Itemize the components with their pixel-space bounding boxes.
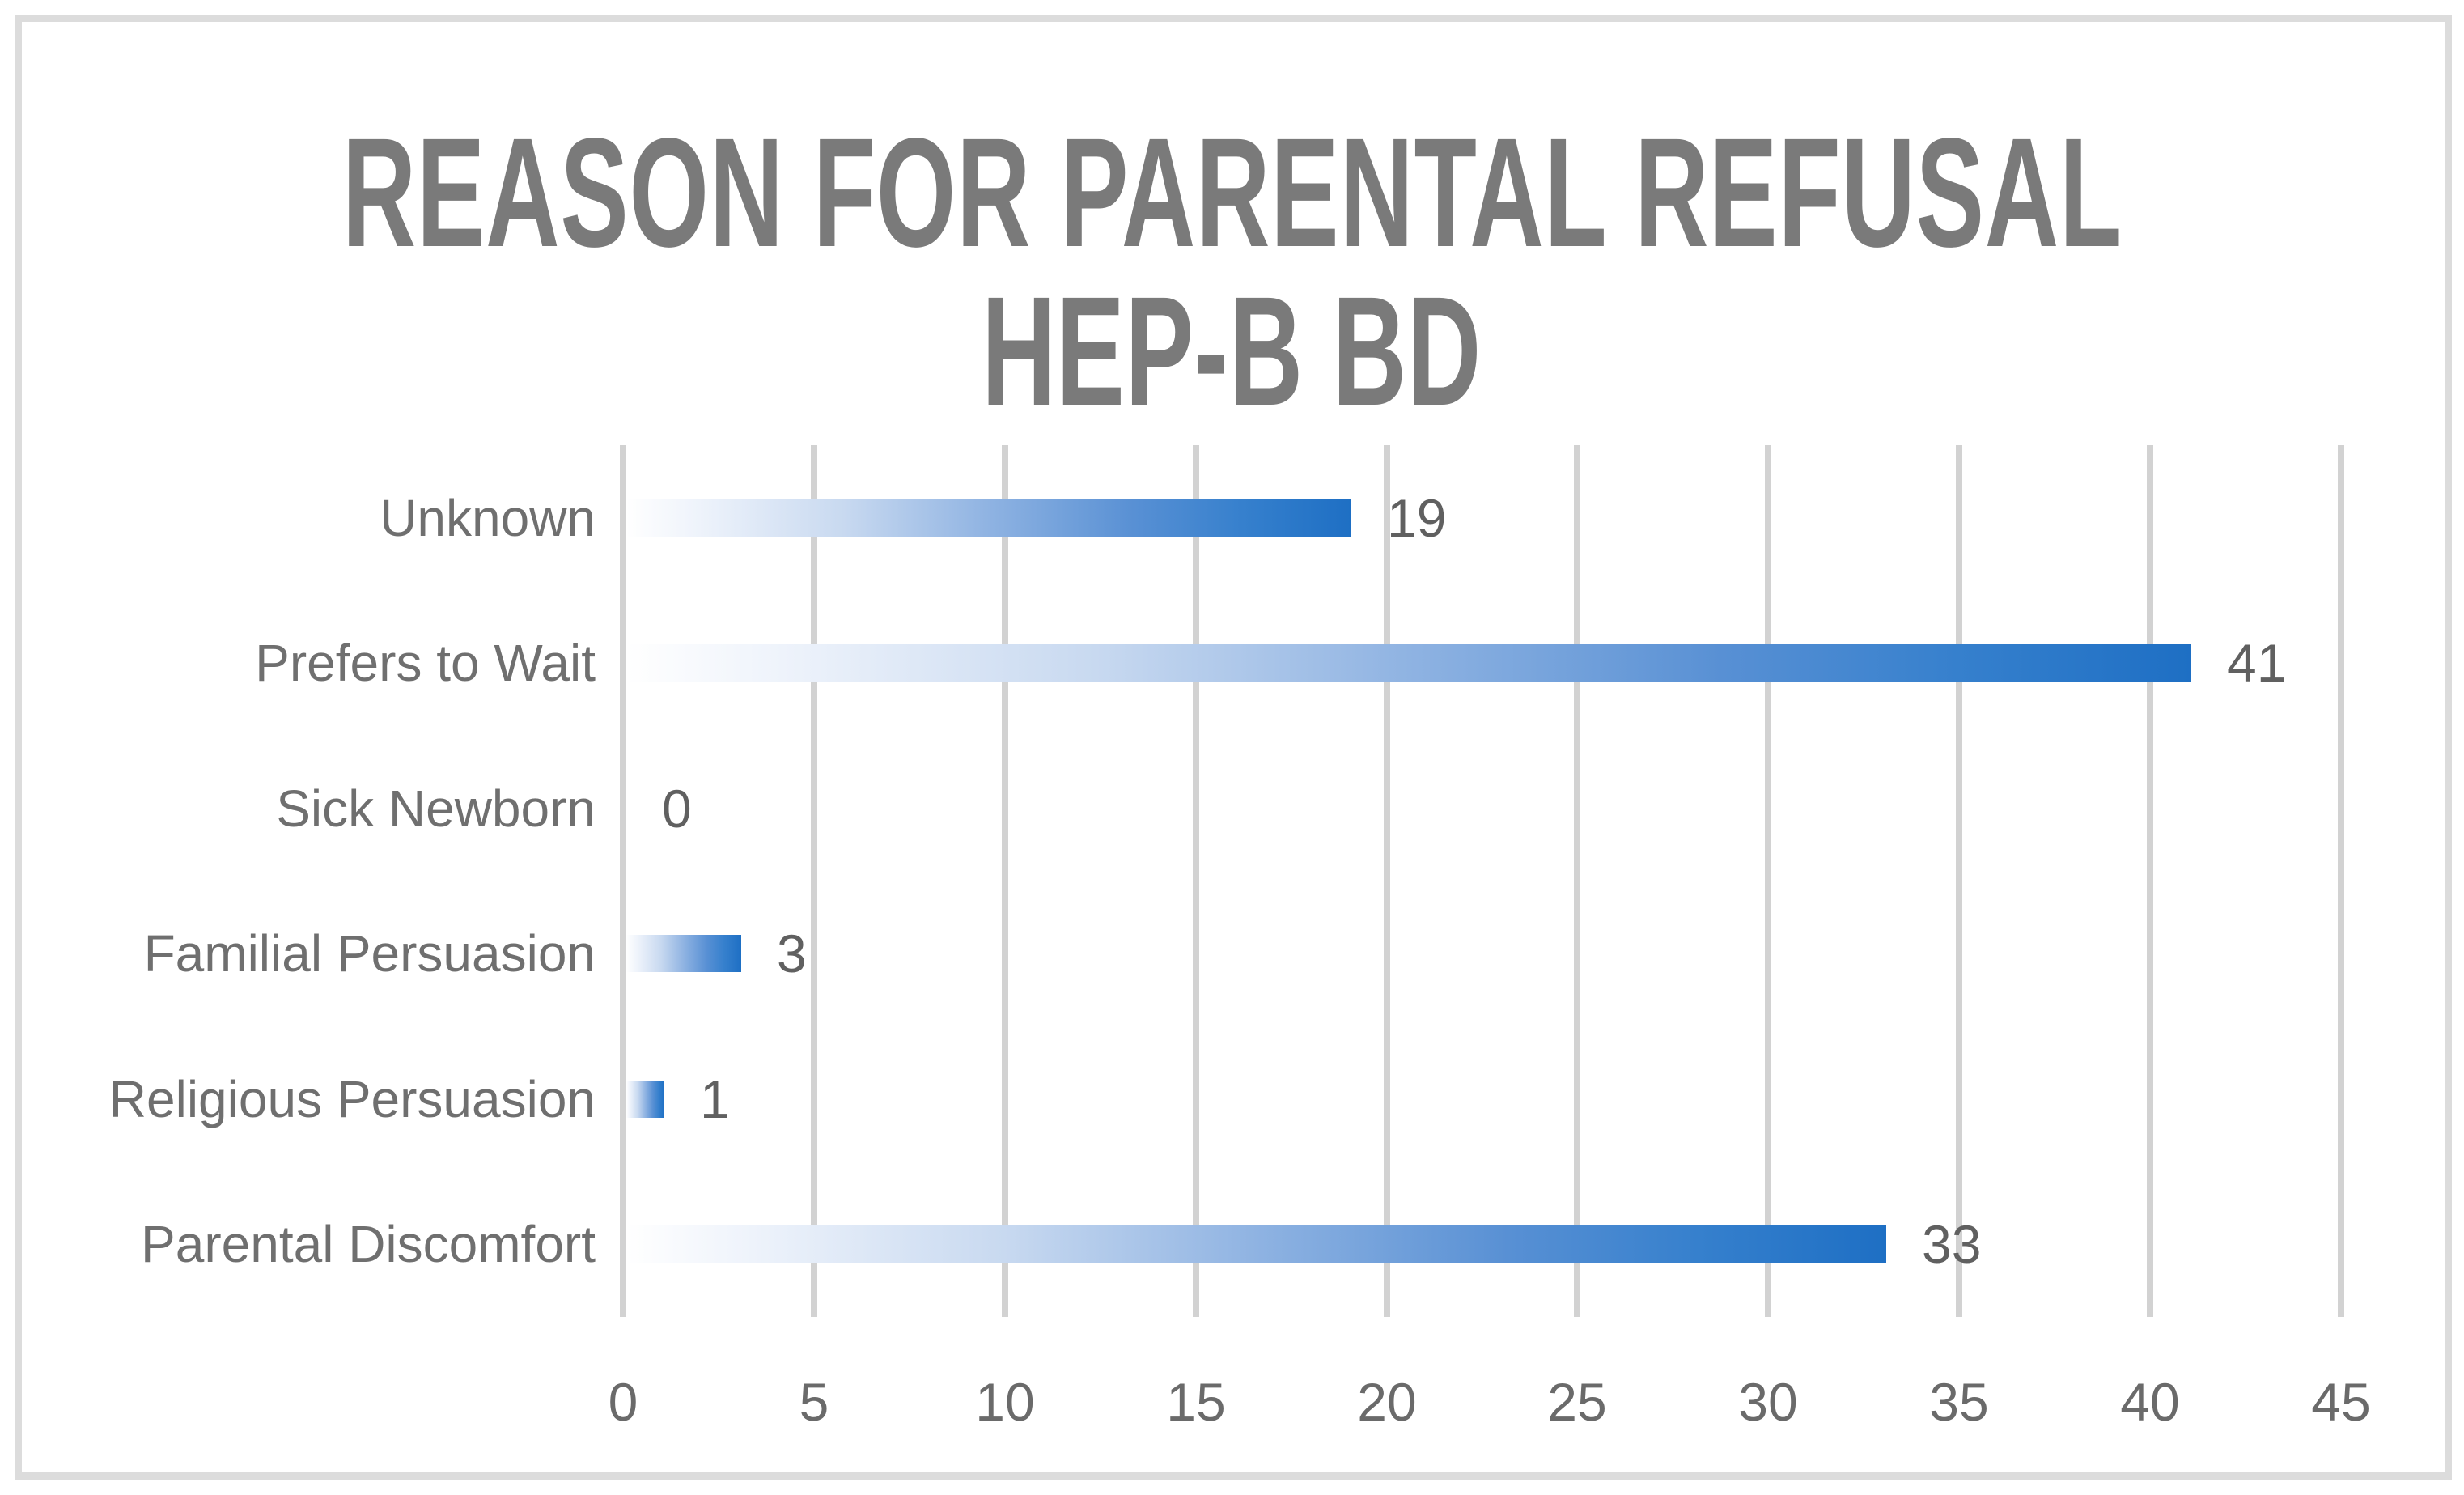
category-label: Prefers to Wait — [255, 634, 596, 692]
gridline-40 — [2147, 445, 2153, 1317]
x-axis-tick-label: 20 — [1357, 1372, 1417, 1432]
gridline-25 — [1574, 445, 1580, 1317]
x-axis-tick-label: 35 — [1929, 1372, 1989, 1432]
value-label: 1 — [700, 1069, 730, 1129]
x-axis-tick-label: 25 — [1547, 1372, 1607, 1432]
gridline-0 — [620, 445, 626, 1317]
gridline-5 — [811, 445, 817, 1317]
gridline-15 — [1193, 445, 1199, 1317]
x-axis-tick-label: 40 — [2120, 1372, 2180, 1432]
x-axis-tick-label: 5 — [799, 1372, 829, 1432]
gridline-20 — [1384, 445, 1390, 1317]
x-axis-tick-label: 0 — [608, 1372, 638, 1432]
gridline-45 — [2338, 445, 2344, 1317]
bar-parental-discomfort — [626, 1225, 1886, 1263]
bar-unknown — [626, 499, 1351, 537]
value-label: 3 — [777, 924, 807, 983]
value-label: 41 — [2227, 633, 2287, 693]
x-axis-tick-label: 15 — [1166, 1372, 1226, 1432]
bar-religious-persuasion — [626, 1081, 664, 1118]
bar-familial-persuasion — [626, 935, 741, 972]
category-label: Unknown — [380, 489, 596, 547]
chart-title-line-2: HEP-B BD — [982, 264, 1482, 438]
gridline-35 — [1956, 445, 1962, 1317]
value-label: 19 — [1387, 488, 1447, 548]
category-label: Sick Newborn — [276, 779, 596, 838]
value-label: 33 — [1922, 1214, 1982, 1274]
value-label: 0 — [662, 779, 692, 839]
bar-prefers-to-wait — [626, 644, 2191, 682]
chart-title-line-1: REASON FOR PARENTAL REFUSAL — [341, 105, 2123, 279]
x-axis-tick-label: 45 — [2311, 1372, 2371, 1432]
x-axis-tick-label: 10 — [975, 1372, 1035, 1432]
gridline-30 — [1765, 445, 1771, 1317]
category-label: Familial Persuasion — [143, 924, 596, 983]
gridline-10 — [1002, 445, 1008, 1317]
chart-title: REASON FOR PARENTAL REFUSAL HEP-B BD — [0, 113, 2464, 431]
x-axis-tick-label: 30 — [1738, 1372, 1798, 1432]
category-label: Religious Persuasion — [108, 1070, 596, 1128]
category-label: Parental Discomfort — [141, 1215, 596, 1273]
